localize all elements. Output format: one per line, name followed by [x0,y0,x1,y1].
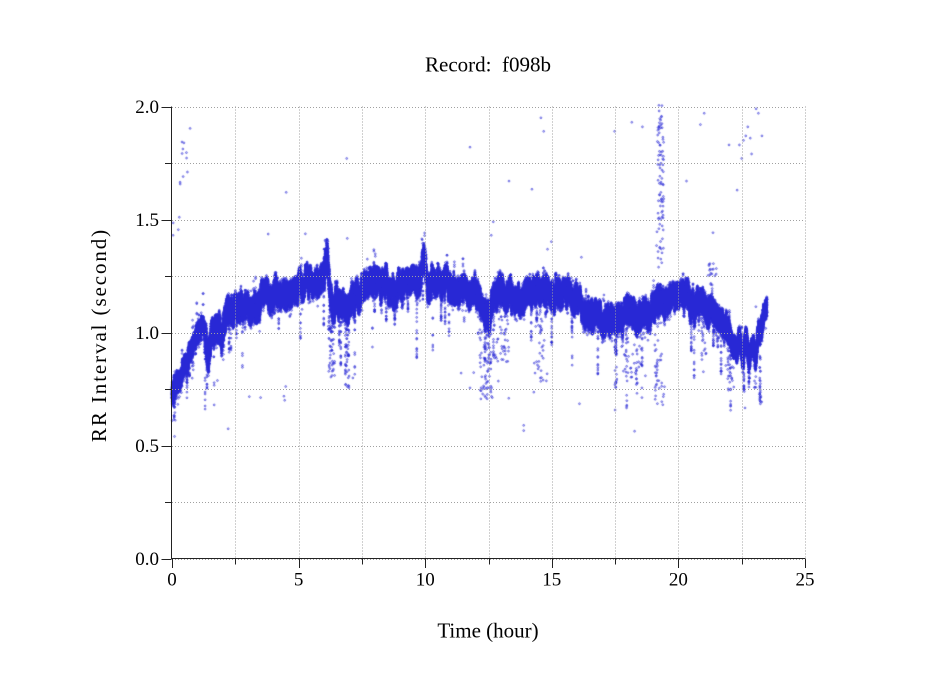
svg-text:0.5: 0.5 [135,436,159,457]
svg-text:5: 5 [294,570,304,591]
svg-text:Time (hour): Time (hour) [437,619,538,643]
svg-text:2.0: 2.0 [135,97,159,118]
svg-text:0: 0 [167,570,177,591]
svg-text:1.0: 1.0 [135,323,159,344]
svg-text:1.5: 1.5 [135,210,159,231]
svg-text:0.0: 0.0 [135,549,159,570]
svg-text:25: 25 [796,570,815,591]
svg-text:10: 10 [416,570,435,591]
svg-text:15: 15 [542,570,561,591]
svg-text:RR Interval (second): RR Interval (second) [87,228,111,442]
svg-text:20: 20 [669,570,688,591]
svg-text:Record: f098b: Record: f098b [425,53,551,77]
